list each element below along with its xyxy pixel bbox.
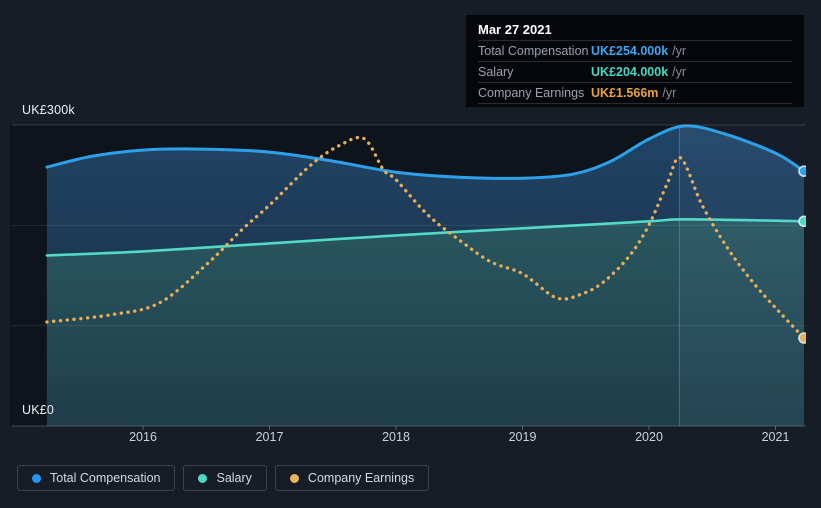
x-axis-label-2016: 2016	[129, 430, 157, 444]
chart-plot-area[interactable]	[0, 0, 821, 455]
highlight-band	[679, 125, 806, 426]
x-axis-label-2017: 2017	[255, 430, 284, 444]
tooltip-row-value: UK£254.000k	[591, 44, 669, 58]
legend-item-label: Company Earnings	[307, 471, 415, 485]
tooltip-row: Salary UK£204.000k/yr	[478, 61, 792, 82]
x-axis-label-2019: 2019	[508, 430, 537, 444]
tooltip-row-label: Total Compensation	[478, 44, 589, 58]
y-axis-label-max: UK£300k	[22, 103, 75, 117]
hover-point-dot	[798, 165, 806, 177]
x-axis-label-2021: 2021	[761, 430, 790, 444]
hover-point-dot	[798, 215, 806, 228]
tooltip-row-unit: /yr	[662, 86, 677, 100]
salary-area	[46, 219, 804, 426]
legend-item-salary[interactable]: Salary	[183, 465, 267, 491]
x-axis-label-2020: 2020	[635, 430, 663, 444]
tooltip-row-value: UK£204.000k	[591, 65, 669, 79]
legend-dot-icon	[289, 473, 299, 483]
legend-dot-icon	[32, 473, 41, 483]
total-compensation-line	[45, 124, 806, 180]
tooltip-date: Mar 27 2021	[478, 22, 552, 37]
tooltip-row: Total Compensation UK£254.000k/yr	[478, 40, 792, 61]
tooltip-row-value: UK£1.566m	[591, 86, 659, 100]
tooltip-row-label: Salary	[478, 65, 514, 79]
x-axis-label-2018: 2018	[382, 430, 410, 444]
legend-item-label: Salary	[216, 471, 252, 485]
tooltip-row: Company Earnings UK£1.566m/yr	[478, 82, 792, 104]
legend-dot-icon	[198, 473, 208, 483]
legend-item-total-compensation[interactable]: Total Compensation	[17, 465, 176, 491]
y-axis-label-zero: UK£0	[22, 403, 55, 417]
hover-tooltip: Mar 27 2021 Total Compensation UK£254.000…	[466, 15, 804, 107]
tooltip-row-unit: /yr	[672, 65, 687, 79]
hover-point-dot	[798, 332, 806, 344]
legend-item-company-earnings[interactable]: Company Earnings	[274, 465, 430, 491]
chart-legend: Total Compensation Salary Company Earnings	[17, 465, 430, 491]
legend-item-label: Total Compensation	[50, 471, 161, 485]
tooltip-row-label: Company Earnings	[478, 86, 585, 100]
company-earnings-line	[45, 135, 806, 340]
tooltip-row-unit: /yr	[672, 44, 687, 58]
